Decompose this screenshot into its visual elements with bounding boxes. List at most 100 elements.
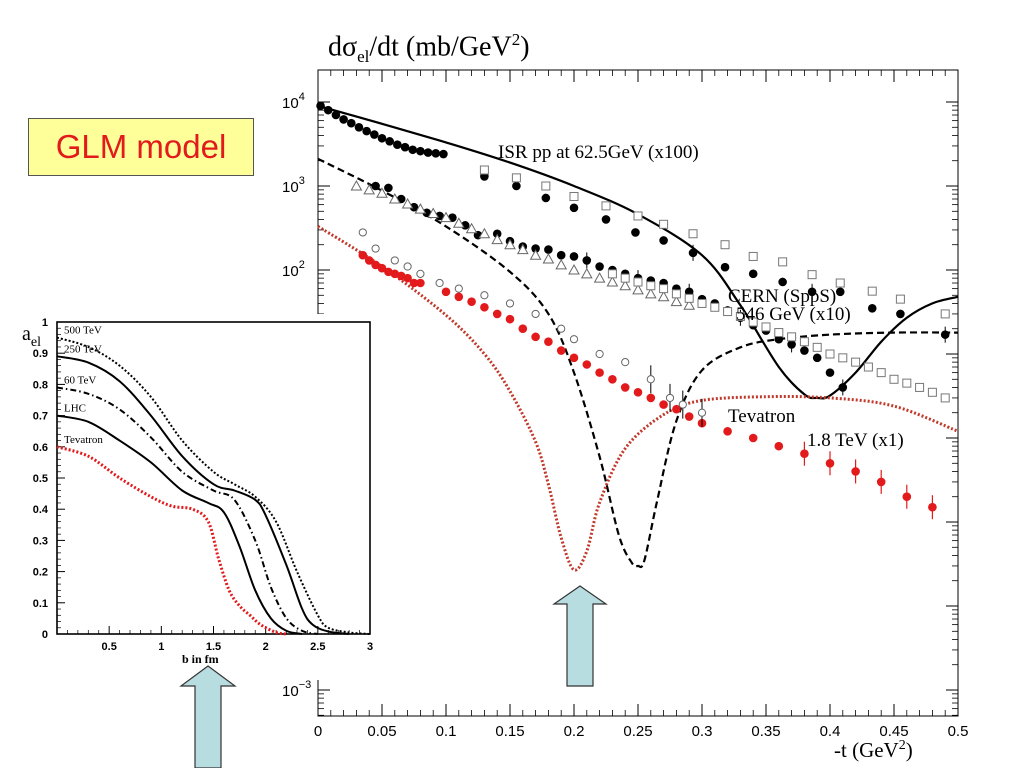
data-point-filled-circle <box>377 133 387 143</box>
inset-curve-label: 500 TeV <box>64 325 102 337</box>
data-point-filled-circle <box>633 387 643 397</box>
title-superscript: 2 <box>511 30 521 49</box>
inset-background <box>0 314 380 680</box>
data-point-open-square <box>511 173 521 183</box>
main-y-tick-exponent: −3 <box>299 679 312 691</box>
inset-y-tick-label: 0.9 <box>33 348 48 360</box>
data-point-filled-circle <box>720 262 730 272</box>
data-point-filled-circle <box>346 118 356 128</box>
data-point-filled-circle <box>838 383 848 392</box>
data-point-filled-circle <box>659 236 668 245</box>
main-x-tick-label: 0.45 <box>879 723 908 740</box>
inset-curve-solid <box>56 355 350 635</box>
data-point-open-circle <box>569 335 579 344</box>
data-point-filled-circle <box>582 360 592 369</box>
data-point-filled-circle <box>672 404 681 414</box>
data-point-open-triangle <box>465 222 478 234</box>
data-point-filled-circle <box>684 412 694 421</box>
data-point-open-square <box>659 219 669 229</box>
data-point-filled-circle <box>408 145 418 155</box>
data-point-open-triangle <box>452 217 465 228</box>
main-y-tick-exponent: 3 <box>299 175 305 187</box>
data-point-filled-circle <box>441 287 451 297</box>
data-point-filled-circle <box>518 324 528 334</box>
inset-y-axis-label: ael <box>22 323 41 350</box>
data-point-filled-circle <box>723 427 732 436</box>
data-point-filled-circle <box>512 181 521 191</box>
data-point-filled-circle <box>377 263 387 273</box>
data-point-filled-circle <box>748 433 758 443</box>
data-point-filled-circle <box>393 140 402 150</box>
data-point-filled-circle <box>774 441 784 451</box>
data-point-filled-circle <box>556 346 566 355</box>
data-point-open-square <box>671 289 681 299</box>
data-point-filled-circle <box>544 337 553 347</box>
data-point-filled-circle <box>608 374 617 384</box>
data-point-filled-circle <box>531 244 540 253</box>
data-point-filled-circle <box>940 330 950 339</box>
data-point-filled-circle <box>480 302 489 312</box>
xlabel-superscript: 2 <box>898 738 906 753</box>
title-part-5: ) <box>520 31 530 63</box>
data-point-filled-circle <box>595 262 604 271</box>
annotation-cern-energy: 546 GeV (x10) <box>736 304 851 325</box>
data-point-open-square <box>787 332 797 342</box>
data-point-open-triangle <box>657 290 670 302</box>
data-point-filled-circle <box>569 203 579 213</box>
data-point-filled-circle <box>569 353 579 363</box>
data-point-open-square <box>659 284 669 294</box>
data-point-open-circle <box>531 309 540 319</box>
main-y-tick-exponent: 2 <box>299 259 305 271</box>
data-point-filled-circle <box>505 314 515 324</box>
inset-curve-solid <box>56 414 303 635</box>
data-point-open-circle <box>646 375 655 384</box>
data-point-filled-circle <box>541 193 551 203</box>
data-point-filled-circle <box>896 309 905 319</box>
data-point-filled-circle <box>354 122 364 132</box>
data-point-open-square <box>835 278 845 288</box>
main-x-tick-label: 0.25 <box>623 723 652 740</box>
inset-y-ticks: 0 0.1 0.2 0.3 0.4 0.5 0.6 0.7 0.8 0.9 1 <box>33 317 65 641</box>
inset-y-tick-label: 0.2 <box>33 567 48 579</box>
inset-y-tick-label: 0.7 <box>33 411 48 423</box>
data-point-filled-circle <box>812 353 822 363</box>
data-point-open-square <box>902 378 912 388</box>
data-point-open-square <box>748 251 758 261</box>
inset-y-tick-label: 0 <box>42 629 48 641</box>
data-point-open-triangle <box>568 263 580 275</box>
data-point-open-square <box>748 317 758 327</box>
data-point-open-square <box>812 342 822 352</box>
main-x-tick-label: 0 <box>314 723 322 740</box>
model-curve-dotted <box>317 225 959 572</box>
data-point-filled-circle <box>748 269 758 279</box>
data-point-open-triangle <box>376 187 388 198</box>
data-point-open-square <box>867 286 877 296</box>
data-point-filled-circle <box>582 256 592 265</box>
main-x-tick-label: 0.15 <box>495 723 524 740</box>
main-x-axis-label: -t (GeV2) <box>834 738 913 763</box>
main-y-tick-label: 104 <box>282 91 305 112</box>
data-point-filled-circle <box>774 334 784 344</box>
data-point-open-triangle <box>606 275 619 287</box>
data-point-filled-circle <box>416 146 425 156</box>
main-y-tick-label: 103 <box>282 175 305 196</box>
data-point-open-circle <box>665 393 675 403</box>
data-point-open-square <box>620 273 630 283</box>
data-point-filled-circle <box>416 278 425 288</box>
data-point-filled-circle <box>851 467 860 476</box>
data-point-open-circle <box>621 358 630 367</box>
data-point-open-triangle <box>529 249 542 260</box>
data-point-open-circle <box>557 324 566 333</box>
data-point-filled-circle <box>787 340 796 349</box>
main-x-tick-label: 0.2 <box>564 723 585 740</box>
title-part-3: /dt (mb/GeV <box>369 31 512 63</box>
inset-curve-dotted <box>56 445 287 636</box>
data-point-open-triangle <box>555 258 568 270</box>
data-point-open-square <box>646 281 656 291</box>
data-point-open-square <box>927 387 937 397</box>
inset-curve-dash-dot <box>56 386 318 635</box>
data-point-open-circle <box>480 291 489 300</box>
data-point-filled-circle <box>371 181 380 191</box>
data-point-filled-circle <box>646 393 656 403</box>
data-point-open-square <box>863 362 873 372</box>
